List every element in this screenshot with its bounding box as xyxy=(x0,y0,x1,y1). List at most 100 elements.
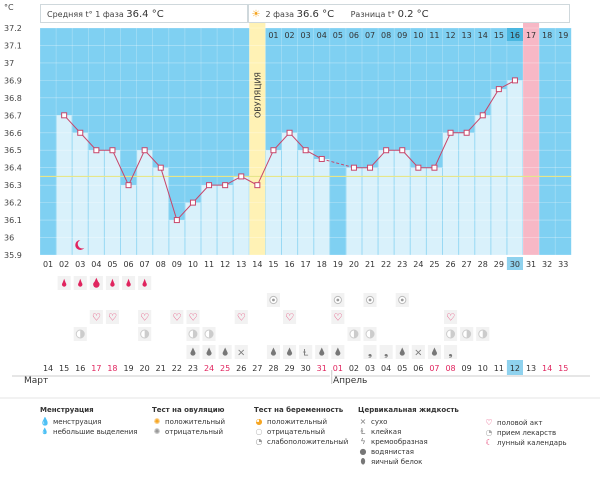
moon-icon: ☾ xyxy=(485,438,493,447)
temperature-point xyxy=(238,173,245,180)
top-day-label: 01 xyxy=(268,31,278,40)
cycle-day-label: 29 xyxy=(494,260,504,269)
today-highlight xyxy=(506,257,523,270)
y-tick-label: 36.4 xyxy=(4,164,22,173)
test-dot xyxy=(368,298,372,302)
preg-weak-icon: ◔ xyxy=(255,437,263,446)
top-day-label: 19 xyxy=(558,31,568,40)
heart-icon: ♡ xyxy=(92,313,101,324)
heart-icon: ♡ xyxy=(172,313,181,324)
heart-icon: ♡ xyxy=(485,418,493,427)
period-expected-column xyxy=(523,4,540,255)
date-label: 30 xyxy=(301,364,311,373)
watery-icon xyxy=(286,347,293,356)
ovulation-label: ОВУЛЯЦИЯ xyxy=(253,72,262,118)
temperature-bar xyxy=(201,185,217,255)
temperature-point xyxy=(77,129,84,136)
date-label: 02 xyxy=(349,364,359,373)
dry-icon: × xyxy=(414,348,422,359)
sticky-icon: Ɫ xyxy=(302,349,308,359)
legend-label: отрицательный xyxy=(165,428,224,436)
top-day-label: 10 xyxy=(413,31,423,40)
legend-label: половой акт xyxy=(497,419,543,427)
temperature-point xyxy=(173,217,180,224)
pill-half xyxy=(209,330,214,338)
drop-tip xyxy=(78,278,83,284)
pill-half xyxy=(80,330,85,338)
temperature-point xyxy=(415,164,422,171)
temperature-point xyxy=(350,164,357,171)
date-label: 24 xyxy=(204,364,214,373)
legend-title: Цервикальная жидкость xyxy=(358,406,459,414)
symptom-cell xyxy=(444,345,458,359)
drop-big-icon: 💧 xyxy=(40,417,50,426)
watery-icon xyxy=(319,347,325,356)
diff-value: 0.2 °C xyxy=(397,9,429,20)
phase1-label: Средняя t° 1 фаза xyxy=(47,10,124,19)
legend-label: прием лекарств xyxy=(497,429,557,437)
symptom-cell xyxy=(331,310,345,324)
date-label: 01 xyxy=(333,364,343,373)
creamy-icon: ❟ xyxy=(448,346,452,359)
y-tick-label: 36.7 xyxy=(4,111,22,120)
top-day-label: 09 xyxy=(397,31,407,40)
date-label: 22 xyxy=(172,364,182,373)
date-label: 07 xyxy=(429,364,439,373)
drop-tip xyxy=(110,278,115,284)
temperature-bar xyxy=(491,89,507,255)
legend-title: Тест на овуляцию xyxy=(152,406,225,414)
legend-label: положительный xyxy=(267,418,328,426)
top-day-label: 12 xyxy=(445,31,455,40)
symptom-cell xyxy=(105,310,119,324)
temperature-bar xyxy=(346,167,362,255)
heart-icon: ♡ xyxy=(188,313,197,324)
watery-icon xyxy=(270,347,277,356)
symptom-cell xyxy=(379,345,393,359)
legend-label: менструация xyxy=(53,418,102,426)
temperature-bar xyxy=(426,167,442,255)
temperature-point xyxy=(302,147,309,154)
legend-label: небольшие выделения xyxy=(53,428,138,436)
phase2-summary: ☀ 2 фаза 36.6 °C Разница t° 0.2 °C xyxy=(248,4,570,23)
temperature-bar xyxy=(169,220,185,255)
pill-half xyxy=(482,330,487,338)
cycle-day-label: 03 xyxy=(75,260,85,269)
heart-icon: ♡ xyxy=(140,313,149,324)
date-label: 10 xyxy=(478,364,488,373)
creamy-icon: ϟ xyxy=(360,437,366,446)
temperature-point xyxy=(109,147,116,154)
symptom-cell xyxy=(138,310,152,324)
symptom-cell xyxy=(234,310,248,324)
ovulation-band xyxy=(249,4,266,255)
month-label-april: Апрель xyxy=(333,376,368,386)
legend-label: яичный белок xyxy=(371,458,423,466)
creamy-icon: ❟ xyxy=(368,346,372,359)
legend-label: положительный xyxy=(165,418,226,426)
cycle-day-label: 20 xyxy=(349,260,359,269)
y-tick-label: 36.9 xyxy=(4,76,22,85)
y-tick-label: 36.6 xyxy=(4,129,22,138)
temperature-point xyxy=(61,112,68,119)
y-tick-label: 36 xyxy=(4,234,14,243)
top-day-label: 04 xyxy=(317,31,327,40)
pill-half xyxy=(370,330,375,338)
legend-label: водянистая xyxy=(371,448,415,456)
preg-positive-icon: ◕ xyxy=(255,417,263,426)
cycle-day-label: 15 xyxy=(268,260,278,269)
y-tick-label: 36.5 xyxy=(4,146,22,155)
creamy-icon: ❟ xyxy=(384,346,388,359)
cycle-day-label: 02 xyxy=(59,260,69,269)
heart-icon: ♡ xyxy=(446,313,455,324)
drop-tip xyxy=(142,278,147,284)
top-day-label: 11 xyxy=(429,31,439,40)
top-day-label: 06 xyxy=(349,31,359,40)
cycle-day-label: 17 xyxy=(301,260,311,269)
heart-icon: ♡ xyxy=(237,313,246,324)
moon-icon-cutout xyxy=(77,239,87,249)
cycle-day-label: 10 xyxy=(188,260,198,269)
date-label: 31 xyxy=(317,364,327,373)
date-label: 06 xyxy=(413,364,423,373)
symptom-cell xyxy=(363,345,377,359)
test-positive-icon: ✺ xyxy=(153,417,161,426)
